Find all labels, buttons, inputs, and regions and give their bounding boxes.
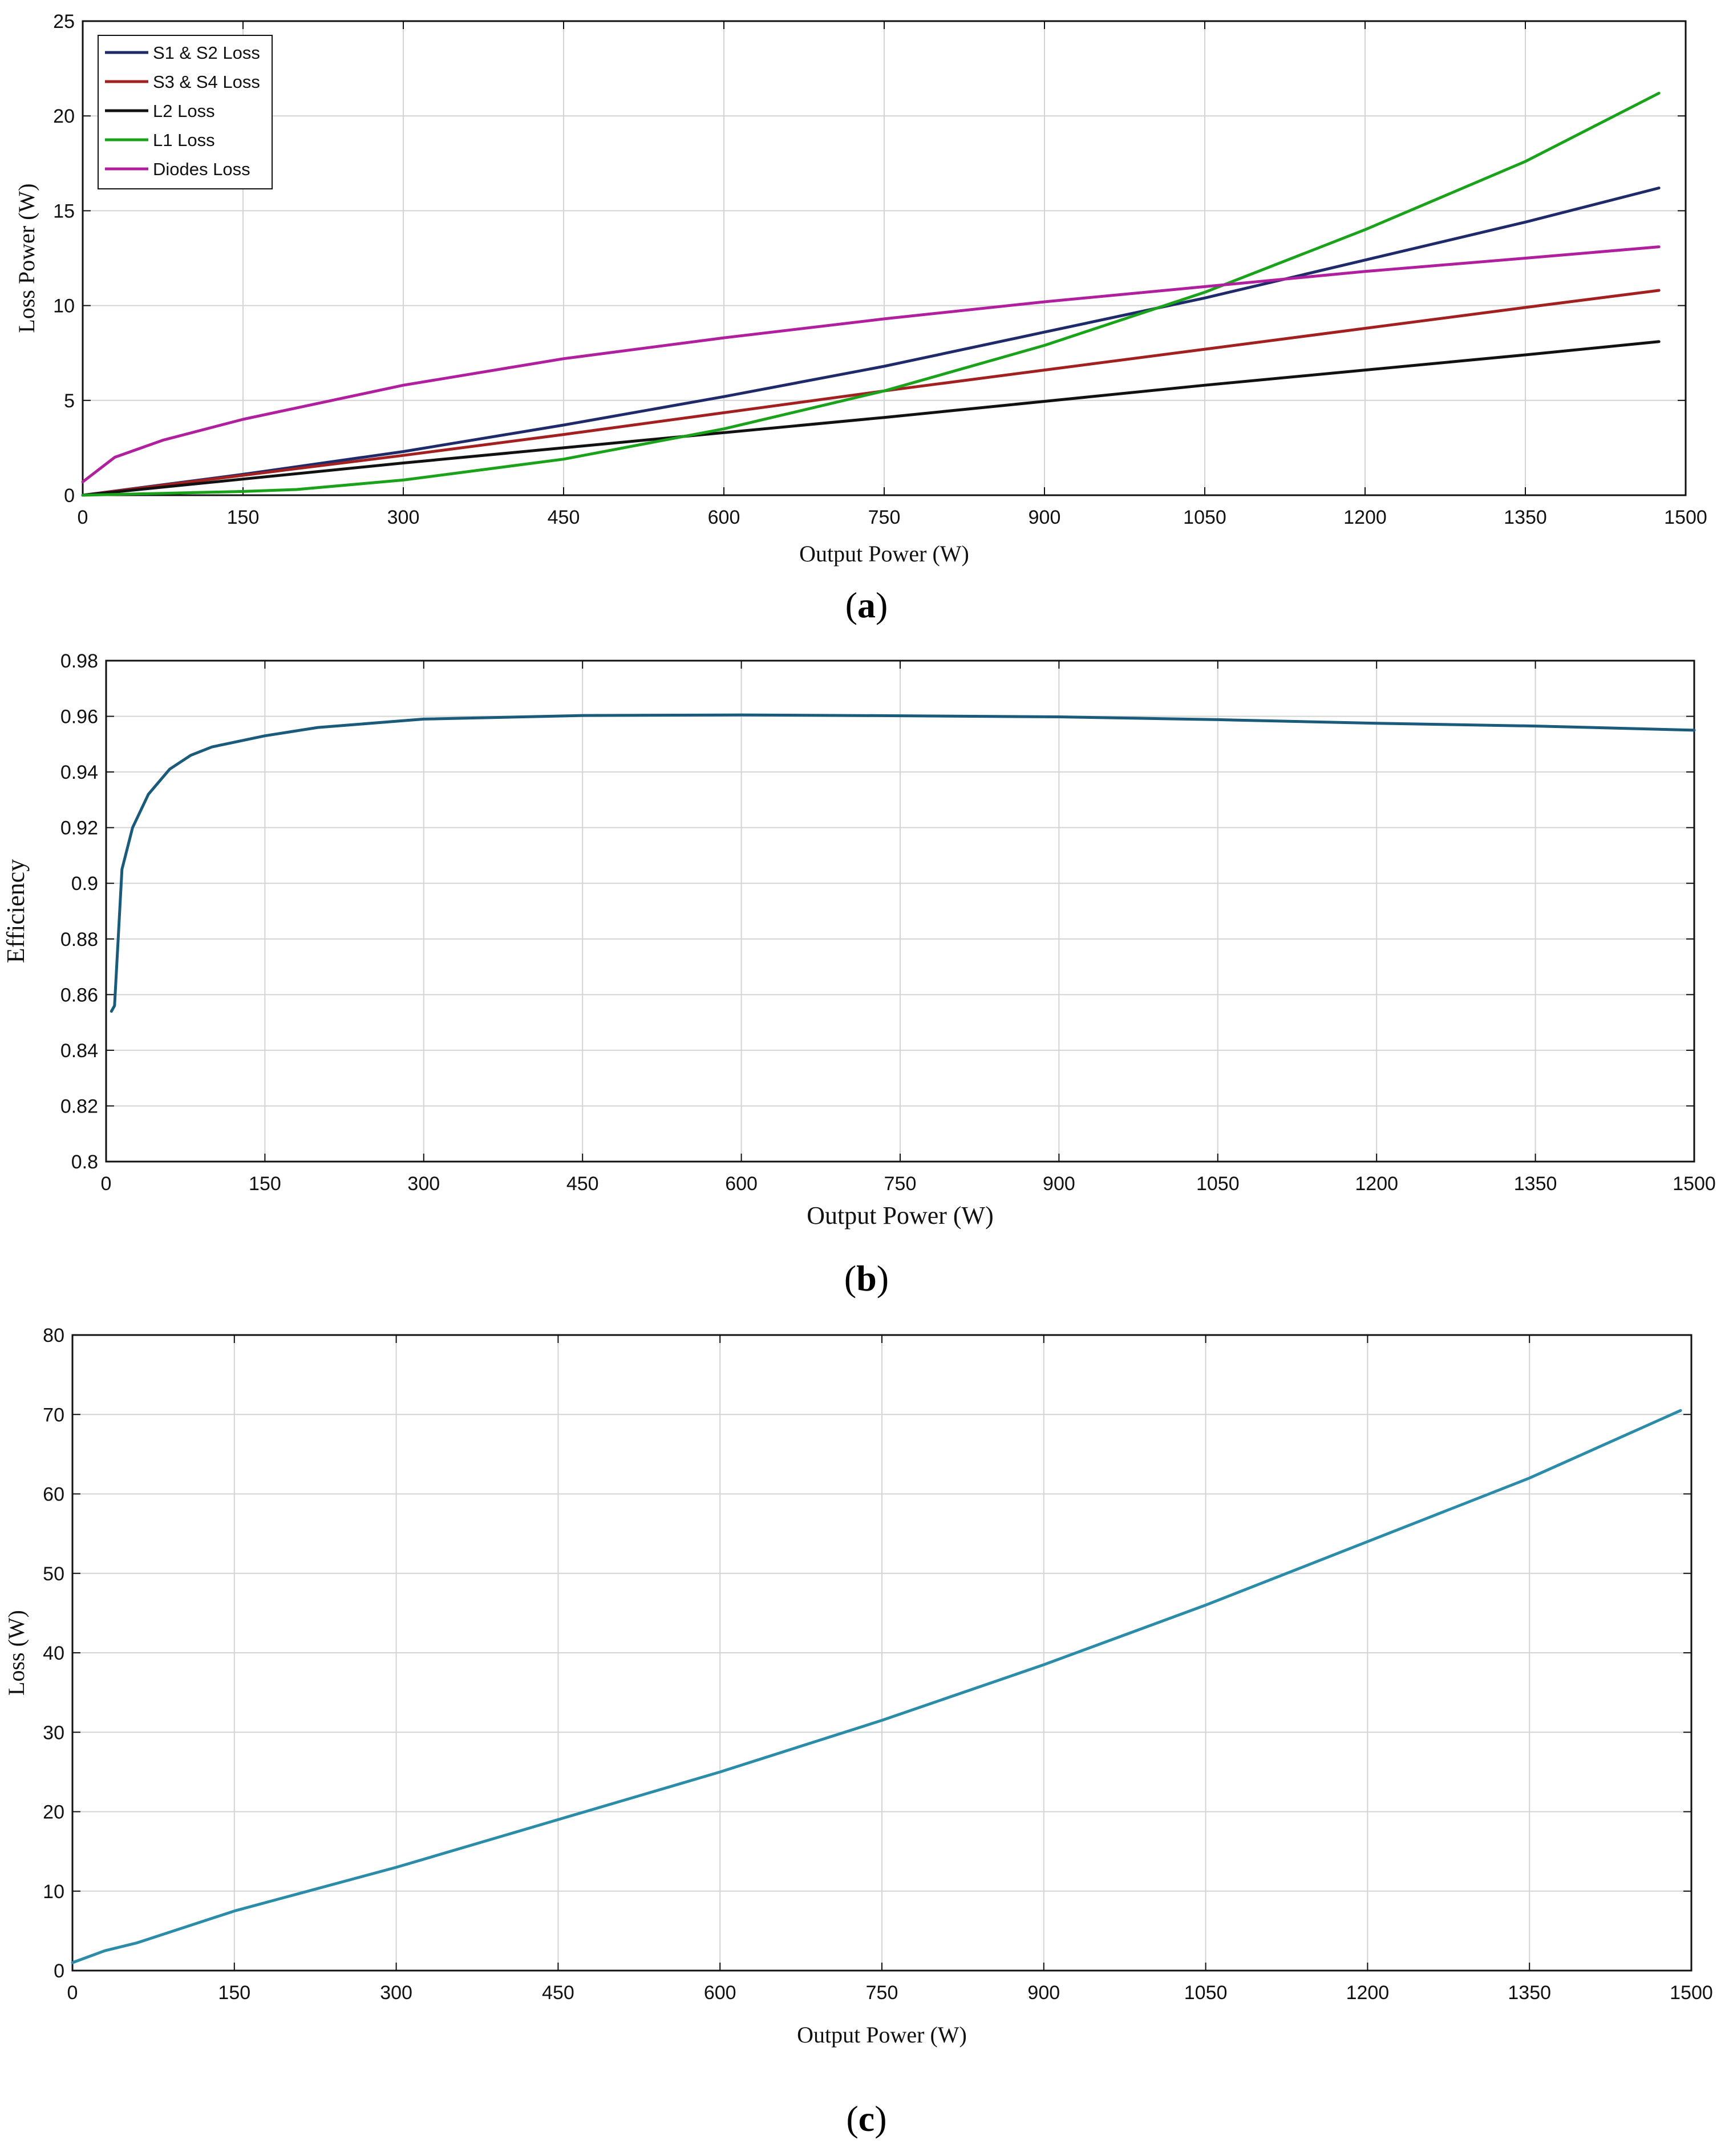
panel-label: (a)	[845, 585, 888, 625]
chart-panel-a: 0 150 300 450 600 750 900 1050 1200 1350 1500 0 5 10 1…	[14, 11, 1707, 625]
panel-label: (b)	[844, 1258, 889, 1299]
legend-entry: L2 Loss	[153, 101, 215, 121]
y-tick-label: 0.96	[60, 706, 98, 728]
legend-entry: S1 & S2 Loss	[153, 43, 260, 63]
y-tick-label: 0.9	[71, 873, 98, 895]
x-tick-label: 1200	[1346, 1982, 1390, 2004]
x-tick-label: 1200	[1343, 507, 1387, 528]
x-tick-label: 600	[704, 1982, 736, 2004]
series-line-diodes-loss	[81, 245, 1661, 484]
x-tick-label: 0	[101, 1173, 112, 1195]
legend-entry: L1 Loss	[153, 130, 215, 150]
x-tick-label: 1050	[1184, 1982, 1228, 2004]
x-tick-label: 1050	[1183, 507, 1226, 528]
series-line-s1-s2-loss	[81, 187, 1661, 497]
y-tick-label: 50	[43, 1563, 64, 1585]
y-tick-label: 25	[53, 11, 75, 33]
y-tick-label: 0.98	[60, 650, 98, 672]
x-tick-label: 1050	[1196, 1173, 1240, 1195]
panel-label: (c)	[846, 2098, 886, 2139]
x-tick-label: 1500	[1664, 507, 1707, 528]
series-line-l2-loss	[81, 340, 1661, 497]
x-tick-label: 450	[548, 507, 580, 528]
y-tick-label: 0.94	[60, 762, 98, 783]
x-tick-label: 750	[868, 507, 901, 528]
x-tick-label: 900	[1027, 1982, 1060, 2004]
y-tick-label: 20	[43, 1802, 64, 1823]
y-tick-label: 60	[43, 1484, 64, 1506]
y-tick-label: 0.88	[60, 929, 98, 950]
x-tick-label: 150	[249, 1173, 281, 1195]
panel-letter: c	[859, 2098, 874, 2139]
chart-panel-b: 0 150 300 450 600 750 900 1050 1200 1350 1500 0.8 0.…	[2, 650, 1716, 1299]
y-tick-label: 0.84	[60, 1040, 98, 1062]
y-tick-label: 0.92	[60, 818, 98, 839]
x-tick-label: 300	[407, 1173, 440, 1195]
x-tick-label: 1500	[1670, 1982, 1713, 2004]
x-tick-label: 1500	[1673, 1173, 1716, 1195]
y-tick-label: 0.86	[60, 984, 98, 1006]
x-tick-label: 900	[1029, 507, 1061, 528]
legend-entry: S3 & S4 Loss	[153, 72, 260, 92]
series-line-1	[71, 1409, 1682, 1964]
x-tick-label: 1350	[1514, 1173, 1557, 1195]
y-axis-label: Loss Power (W)	[14, 183, 39, 333]
y-tick-label: 30	[43, 1722, 64, 1744]
y-tick-label: 10	[43, 1881, 64, 1903]
y-tick-label: 10	[53, 296, 75, 317]
x-axis-label: Output Power (W)	[807, 1202, 994, 1229]
chart-panel-c: 0 150 300 450 600 750 900 1050 1200 1350 1500 0 10 20…	[3, 1325, 1713, 2139]
x-tick-label: 600	[708, 507, 740, 528]
y-tick-label: 0.8	[71, 1151, 98, 1173]
y-axis-label: Loss (W)	[3, 1610, 29, 1696]
x-tick-label: 150	[227, 507, 260, 528]
legend: S1 & S2 Loss S3 & S4 Loss L2 Loss L1 Loss Di…	[98, 35, 273, 189]
x-tick-label: 1200	[1355, 1173, 1398, 1195]
x-tick-label: 0	[78, 507, 88, 528]
series-line-l1-loss	[81, 91, 1661, 497]
x-tick-label: 750	[884, 1173, 917, 1195]
y-tick-label: 80	[43, 1325, 64, 1346]
y-tick-label: 15	[53, 200, 75, 222]
x-tick-label: 600	[725, 1173, 758, 1195]
y-tick-label: 0	[64, 485, 75, 507]
y-tick-label: 0.82	[60, 1095, 98, 1117]
y-tick-label: 70	[43, 1404, 64, 1426]
y-tick-label: 40	[43, 1643, 64, 1664]
x-tick-label: 150	[218, 1982, 250, 2004]
y-tick-label: 0	[54, 1960, 64, 1982]
x-tick-label: 1350	[1504, 507, 1547, 528]
y-axis-label: Efficiency	[2, 859, 30, 963]
x-tick-label: 300	[387, 507, 420, 528]
x-tick-label: 450	[542, 1982, 574, 2004]
x-tick-label: 1350	[1508, 1982, 1551, 2004]
x-tick-label: 300	[380, 1982, 412, 2004]
x-axis-label: Output Power (W)	[799, 541, 969, 567]
legend-entry: Diodes Loss	[153, 159, 250, 179]
panel-letter: a	[857, 585, 876, 625]
y-tick-label: 20	[53, 106, 75, 127]
panel-letter: b	[856, 1258, 877, 1299]
x-tick-label: 0	[67, 1982, 78, 2004]
x-tick-label: 750	[866, 1982, 898, 2004]
x-tick-label: 900	[1043, 1173, 1075, 1195]
x-tick-label: 450	[566, 1173, 599, 1195]
series-line-1	[110, 713, 1696, 1013]
y-tick-label: 5	[64, 390, 75, 412]
x-axis-label: Output Power (W)	[797, 2022, 967, 2048]
